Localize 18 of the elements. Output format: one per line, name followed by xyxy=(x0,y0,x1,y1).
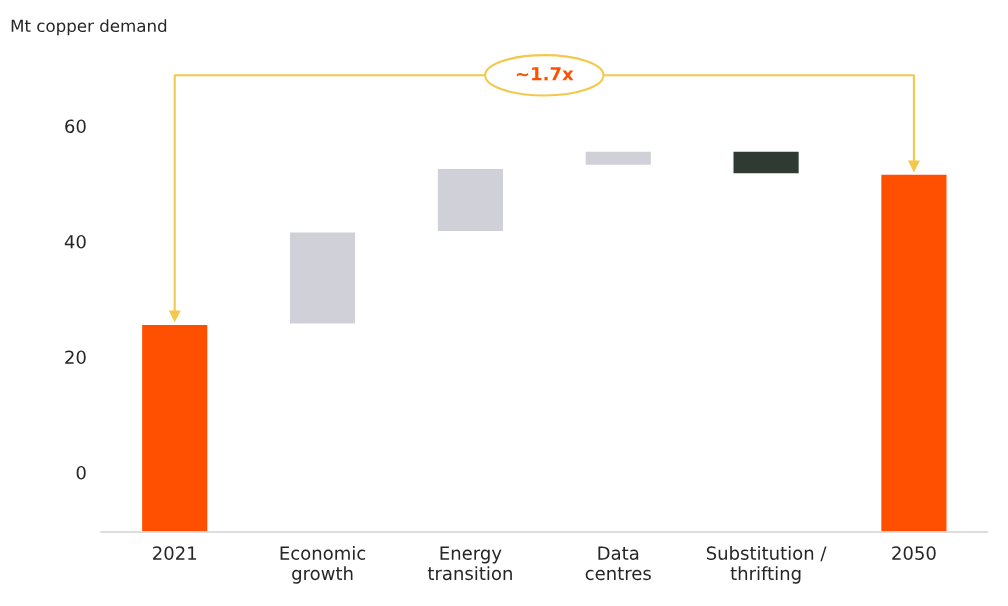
bar xyxy=(879,173,948,533)
x-tick-label: Energy transition xyxy=(427,546,512,581)
y-tick-label: 40 xyxy=(64,234,86,249)
bar xyxy=(732,150,801,175)
x-tick-label: 2050 xyxy=(892,546,936,560)
y-tick-label: 20 xyxy=(65,350,86,365)
text: ~1.7x xyxy=(516,67,574,81)
bar xyxy=(140,323,209,533)
x-tick-label: Data centres xyxy=(585,546,651,581)
x-tick-label: Economic growth xyxy=(280,545,366,584)
y-tick-label: 0 xyxy=(76,465,86,480)
x-tick-label: 2021 xyxy=(153,546,197,560)
bar xyxy=(436,167,505,233)
x-tick-label: Substitution / thrifting xyxy=(706,545,827,584)
text: Mt copper demand xyxy=(11,19,167,36)
bar xyxy=(584,150,653,167)
y-tick-label: 60 xyxy=(65,119,86,134)
bar xyxy=(288,231,357,325)
